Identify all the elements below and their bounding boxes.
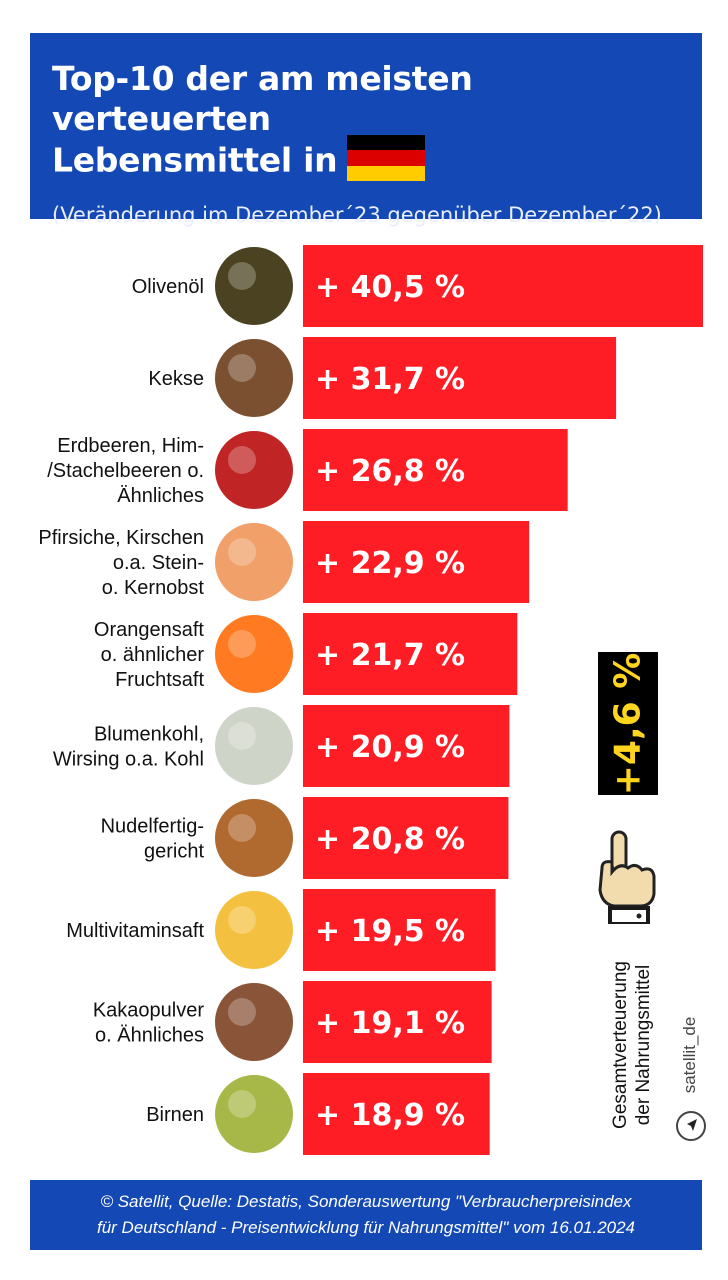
footer-line-2: für Deutschland - Preisentwicklung für N… [96,1218,636,1237]
photo-highlight [228,814,256,842]
multivitamin-juice-icon [215,891,293,969]
category-label-line: Multivitaminsaft [66,920,204,942]
category-label-line: Wirsing o.a. Kohl [53,749,204,771]
strawberries-icon [215,431,293,509]
flag-stripe [347,135,426,151]
photo-highlight [228,906,256,934]
bar [303,889,496,971]
photo-highlight [228,262,256,290]
overall-label: Gesamtverteuerung der Nahrungsmittel [609,961,655,1129]
overall-label-line-2: der Nahrungsmittel [633,964,654,1126]
header-banner: Top-10 der am meisten verteuerten Lebens… [30,33,702,227]
data-label: + 20,9 % [315,730,465,765]
satellit-logo-icon [676,1111,706,1141]
category-label: Erdbeeren, Him- /Stachelbeeren o. Ähnliche… [47,435,204,507]
category-label-line: Kekse [148,368,204,390]
data-label: + 21,7 % [315,638,465,673]
category-label-line: Birnen [146,1104,204,1126]
data-label: + 40,5 % [315,270,465,305]
photo-highlight [228,354,256,382]
data-label: + 26,8 % [315,454,465,489]
category-label-line: Kakaopulver [93,1000,205,1022]
photo-highlight [228,630,256,658]
footer-line-1: © Satellit, Quelle: Destatis, Sonderausw… [100,1192,632,1211]
category-label-line: Nudelfertig- [101,816,204,838]
title-line-2: Lebensmittel in [52,135,680,185]
category-label-line: Ähnliches [117,485,204,507]
photo-highlight [228,998,256,1026]
chart-subtitle: (Veränderung im Dezember´23 gegenüber De… [52,203,662,227]
category-label: Blumenkohl, Wirsing o.a. Kohl [53,724,204,771]
cauliflower-icon [215,707,293,785]
category-label-line: Fruchtsaft [115,669,204,691]
category-label-line: o. Kernobst [102,577,205,599]
orange-juice-icon [215,615,293,693]
photo-highlight [228,722,256,750]
olive-oil-icon [215,247,293,325]
category-label-line: o.a. Stein- [113,552,204,574]
pointing-hand-icon [598,830,656,924]
data-label: + 22,9 % [315,546,465,581]
photo-highlight [228,446,256,474]
photo-highlight [228,538,256,566]
category-label-line: Blumenkohl, [94,724,204,746]
category-label-line: Pfirsiche, Kirschen [38,527,204,549]
data-label: + 19,5 % [315,914,465,949]
peaches-icon [215,523,293,601]
category-label-line: /Stachelbeeren o. [47,460,204,482]
social-handle: satellit_de [680,1016,699,1094]
title-line-2-text: Lebensmittel in [52,140,338,180]
data-label: + 18,9 % [315,1098,465,1133]
category-label: Birnen [146,1104,204,1126]
category-label: Orangensaft o. ähnlicher Fruchtsaft [94,619,205,691]
title-line-1: Top-10 der am meisten verteuerten [52,59,473,138]
flag-stripe [347,165,426,181]
pasta-icon [215,799,293,877]
flag-stripe [347,150,426,166]
cocoa-powder-icon [215,983,293,1061]
photo-highlight [228,1090,256,1118]
category-label-line: Erdbeeren, Him- [57,435,204,457]
bar [303,705,510,787]
data-label: + 19,1 % [315,1006,465,1041]
category-label: Multivitaminsaft [66,920,204,942]
overall-badge: +4,6 % [598,652,658,795]
category-label-line: o. Ähnliches [95,1025,204,1047]
bar [303,245,703,327]
bar [303,1073,490,1155]
cookies-icon [215,339,293,417]
category-label-line: gericht [144,841,204,863]
category-label-line: Orangensaft [94,619,205,641]
germany-flag-icon [347,135,426,181]
category-label-line: Olivenöl [132,276,204,298]
bar [303,613,518,695]
bar [303,797,509,879]
category-label-line: o. ähnlicher [101,644,205,666]
bar-chart: + 40,5 % Olivenöl + 31,7 % Kekse + 26,8 % Erd… [38,245,703,1155]
category-label: Pfirsiche, Kirschen o.a. Stein-o. Kernobs… [38,527,204,599]
overall-value: +4,6 % [607,652,649,795]
overall-label-line-1: Gesamtverteuerung [610,961,631,1129]
bar [303,521,530,603]
category-label: Kakaopulver o. Ähnliches [93,1000,205,1047]
bar [303,429,568,511]
category-label: Kekse [148,368,204,390]
chart-title: Top-10 der am meisten verteuerten Lebens… [52,59,680,185]
pear-icon [215,1075,293,1153]
data-label: + 31,7 % [315,362,465,397]
data-label: + 20,8 % [315,822,465,857]
category-label: Olivenöl [132,276,204,298]
category-label: Nudelfertig-gericht [101,816,205,863]
bar [303,981,492,1063]
bar [303,337,617,419]
source-footer: © Satellit, Quelle: Destatis, Sonderausw… [30,1180,702,1250]
